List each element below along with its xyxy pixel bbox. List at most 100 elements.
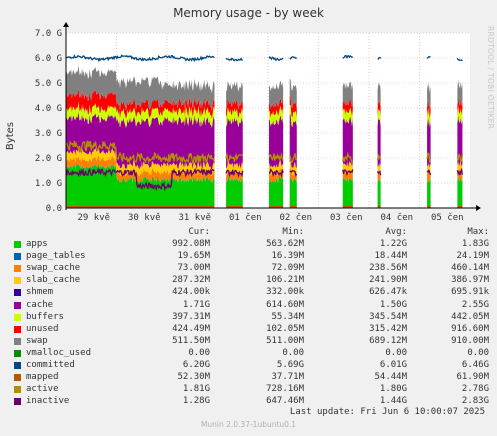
tick-labels: 0.0 1.0 G 2.0 G 3.0 G 4.0 G 5.0 G 6.0 G 7.0 G 29… <box>35 29 464 223</box>
area-swap <box>427 82 431 111</box>
area-buffers <box>226 107 243 128</box>
y-axis-arrow <box>63 22 69 27</box>
legend-row: unused 424.49M 102.05M 315.42M 916.60M <box>12 323 492 335</box>
legend-min: 563.62M <box>266 239 304 250</box>
legend-avg: 54.44M <box>374 372 407 383</box>
legend-swatch <box>14 289 21 297</box>
legend-label: committed <box>26 360 75 371</box>
y-tick-label: 6.0 G <box>35 54 62 64</box>
area-slab_cache <box>342 161 353 175</box>
area-apps <box>289 177 297 208</box>
header-max: Max: <box>467 227 489 237</box>
x-tick-label: 30 kvě <box>128 213 161 223</box>
legend-swatch <box>14 313 21 321</box>
area-cache <box>66 110 215 170</box>
legend-label: apps <box>26 239 48 250</box>
legend-label: shmem <box>26 287 54 298</box>
x-tick-label: 04 čen <box>381 212 414 223</box>
legend-avg: 6.01G <box>379 360 407 371</box>
legend-row: slab_cache 287.32M 106.21M 241.90M 386.97M <box>12 274 492 286</box>
legend-row: mapped 52.30M 37.71M 54.44M 61.90M <box>12 371 492 383</box>
legend-label: unused <box>26 323 59 334</box>
legend-label: mapped <box>26 372 59 383</box>
line-inactive <box>376 170 382 176</box>
last-update: Last update: Fri Jun 6 10:00:07 2025 <box>289 407 485 417</box>
area-unused <box>289 96 297 118</box>
legend-avg: 0.00 <box>385 347 407 358</box>
legend-avg: 241.90M <box>369 275 407 286</box>
legend-avg: 1.44G <box>379 396 407 407</box>
legend-max: 1.83G <box>461 239 489 250</box>
legend-avg: 238.56M <box>369 263 407 274</box>
line-active <box>376 154 381 161</box>
line-committed <box>268 55 284 62</box>
area-unused <box>377 100 381 117</box>
legend-max: 442.05M <box>451 311 489 322</box>
legend-max: 2.83G <box>461 396 489 407</box>
legend-min: 72.09M <box>271 263 304 274</box>
legend-cur: 424.49M <box>172 323 210 334</box>
legend-min: 614.60M <box>266 299 304 310</box>
area-unused <box>457 97 463 115</box>
area-swap <box>269 80 284 109</box>
chart-title: Memory usage - by week <box>173 6 324 20</box>
legend-swatch <box>14 374 21 382</box>
area-swap_cache <box>269 168 284 183</box>
area-unused <box>226 98 243 119</box>
header-avg: Avg: <box>385 227 407 237</box>
legend-label: swap_cache <box>26 263 81 274</box>
legend-swatch <box>14 398 21 406</box>
line-inactive <box>225 169 244 178</box>
area-buffers <box>342 107 353 126</box>
legend-min: 0.00 <box>282 347 304 358</box>
line-active <box>289 153 297 164</box>
axes <box>63 22 481 211</box>
area-swap <box>342 81 353 108</box>
line-committed <box>65 54 215 63</box>
legend-cur: 73.00M <box>177 263 210 274</box>
legend-cur: 1.28G <box>182 396 210 407</box>
legend-cur: 6.20G <box>182 360 210 371</box>
line-inactive <box>426 168 432 176</box>
area-swap <box>226 80 243 110</box>
legend-swatch <box>14 349 21 357</box>
legend-cur: 19.65M <box>177 251 210 262</box>
legend-min: 102.05M <box>266 323 304 334</box>
legend-cur: 52.30M <box>177 372 210 383</box>
legend-row: committed 6.20G 5.69G 6.01G 6.46G <box>12 359 492 371</box>
area-unused <box>427 99 431 119</box>
y-tick-label: 4.0 G <box>35 104 62 114</box>
legend-min: 106.21M <box>266 275 304 286</box>
area-page_tables <box>289 177 297 183</box>
legend-avg: 315.42M <box>369 323 407 334</box>
legend-swatch <box>14 301 21 309</box>
munin-version: Munin 2.0.37-1ubuntu0.1 <box>200 420 297 429</box>
line-inactive <box>456 167 464 176</box>
legend-label: page_tables <box>26 251 86 262</box>
legend-swatch <box>14 362 21 370</box>
x-tick-label: 29 kvě <box>78 213 111 223</box>
legend-row: cache 1.71G 614.60M 1.50G 2.55G <box>12 299 492 311</box>
legend-cur: 0.00 <box>188 347 210 358</box>
legend-max: 0.00 <box>467 347 489 358</box>
x-tick-label: 05 čen <box>431 212 464 223</box>
line-active <box>225 152 243 164</box>
legend-row: buffers 397.31M 55.34M 345.54M 442.05M <box>12 311 492 323</box>
area-cache <box>269 114 284 169</box>
y-tick-label: 0.0 <box>46 204 62 214</box>
legend-min: 511.00M <box>266 335 304 346</box>
legend-swatch <box>14 386 21 394</box>
line-active <box>65 140 216 165</box>
line-active <box>342 151 354 164</box>
legend-cur: 287.32M <box>172 275 210 286</box>
area-buffers <box>377 108 381 126</box>
line-committed <box>289 56 297 60</box>
x-tick-label: 31 kvě <box>179 213 212 223</box>
legend-row: shmem 424.00k 332.00k 626.47k 695.91k <box>12 286 492 298</box>
memory-chart: 0.0 1.0 G 2.0 G 3.0 G 4.0 G 5.0 G 6.0 G 7.0 G 29… <box>35 22 481 223</box>
line-inactive <box>65 167 215 192</box>
legend-cur: 511.50M <box>172 335 210 346</box>
area-apps <box>269 176 284 208</box>
line-inactive <box>268 168 284 178</box>
area-buffers <box>269 105 284 127</box>
